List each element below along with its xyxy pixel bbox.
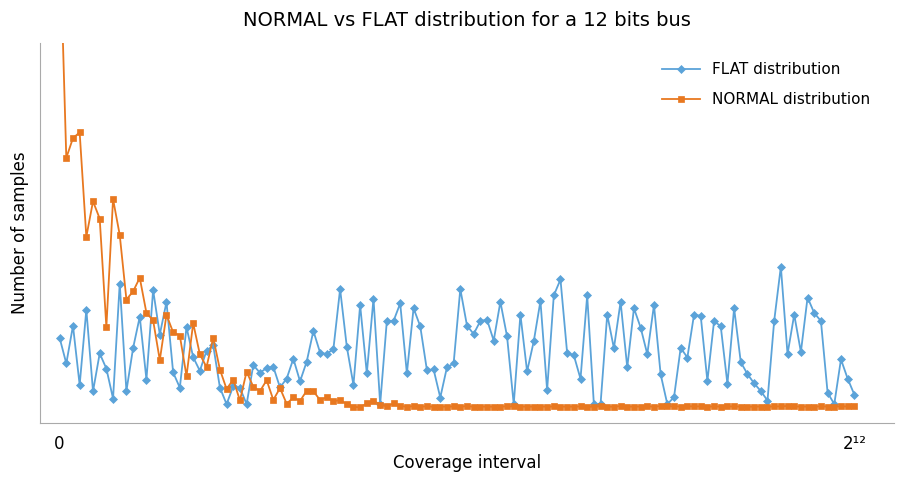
NORMAL distribution	[221, 386, 232, 392]
FLAT distribution	[689, 312, 700, 317]
FLAT distribution	[608, 345, 619, 351]
FLAT distribution	[501, 333, 512, 339]
Legend: FLAT distribution, NORMAL distribution: FLAT distribution, NORMAL distribution	[654, 54, 878, 115]
Title: NORMAL vs FLAT distribution for a 12 bits bus: NORMAL vs FLAT distribution for a 12 bit…	[243, 11, 691, 30]
FLAT distribution	[835, 356, 846, 362]
Text: 2¹²: 2¹²	[843, 435, 866, 453]
NORMAL distribution	[849, 403, 860, 409]
X-axis label: Coverage interval: Coverage interval	[393, 454, 541, 472]
Y-axis label: Number of samples: Number of samples	[11, 152, 29, 314]
Text: 0: 0	[54, 435, 65, 453]
FLAT distribution	[776, 264, 786, 270]
Line: FLAT distribution: FLAT distribution	[57, 264, 857, 407]
FLAT distribution	[221, 401, 232, 407]
NORMAL distribution	[355, 404, 366, 410]
NORMAL distribution	[608, 404, 619, 410]
NORMAL distribution	[689, 403, 700, 409]
FLAT distribution	[54, 335, 65, 341]
FLAT distribution	[849, 392, 860, 398]
Line: NORMAL distribution: NORMAL distribution	[56, 0, 857, 411]
NORMAL distribution	[501, 403, 512, 409]
NORMAL distribution	[268, 397, 279, 403]
FLAT distribution	[274, 384, 285, 390]
NORMAL distribution	[829, 404, 840, 410]
FLAT distribution	[228, 384, 239, 389]
